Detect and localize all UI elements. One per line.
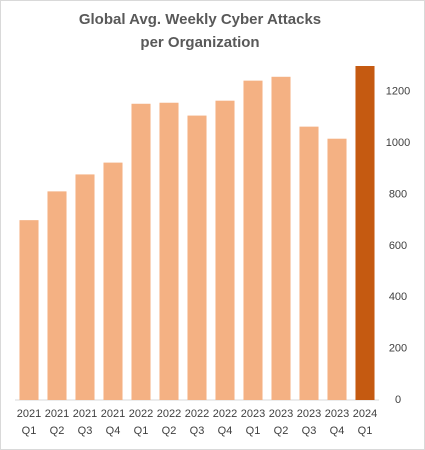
x-tick-label: Q4 bbox=[218, 425, 233, 437]
bar bbox=[159, 102, 179, 401]
x-tick-label: Q3 bbox=[190, 425, 205, 437]
x-tick-label: 2023 bbox=[241, 408, 265, 420]
x-tick-label: 2021 bbox=[45, 408, 69, 420]
bar bbox=[271, 76, 291, 400]
chart-title: Global Avg. Weekly Cyber Attacks bbox=[79, 11, 321, 28]
x-tick-label: 2021 bbox=[101, 408, 125, 420]
x-tick-label: Q1 bbox=[358, 425, 373, 437]
x-tick-label: Q1 bbox=[22, 425, 37, 437]
y-tick-label: 800 bbox=[389, 188, 407, 200]
bar bbox=[215, 100, 235, 400]
x-tick-label: 2022 bbox=[185, 408, 209, 420]
bar bbox=[19, 220, 39, 400]
bar bbox=[47, 191, 67, 400]
bar bbox=[355, 66, 375, 400]
bar bbox=[187, 115, 207, 400]
bar bbox=[299, 126, 319, 400]
x-tick-label: 2023 bbox=[325, 408, 349, 420]
y-tick-label: 400 bbox=[389, 291, 407, 303]
x-tick-label: 2023 bbox=[297, 408, 321, 420]
y-tick-label: 1200 bbox=[386, 86, 410, 98]
x-tick-label: 2022 bbox=[213, 408, 237, 420]
x-tick-label: 2021 bbox=[17, 408, 41, 420]
x-tick-label: 2021 bbox=[73, 408, 97, 420]
x-tick-label: Q1 bbox=[134, 425, 149, 437]
y-tick-label: 600 bbox=[389, 240, 407, 252]
x-tick-label: Q3 bbox=[302, 425, 317, 437]
bar bbox=[103, 162, 123, 400]
x-tick-label: Q2 bbox=[162, 425, 177, 437]
x-tick-label: 2022 bbox=[157, 408, 181, 420]
x-tick-label: Q4 bbox=[330, 425, 345, 437]
bar bbox=[131, 103, 151, 400]
x-tick-label: Q2 bbox=[50, 425, 65, 437]
chart-title: per Organization bbox=[140, 34, 259, 51]
y-tick-label: 0 bbox=[395, 394, 401, 406]
x-tick-label: 2022 bbox=[129, 408, 153, 420]
bar bbox=[75, 174, 95, 400]
bar bbox=[327, 138, 347, 400]
x-tick-label: 2024 bbox=[353, 408, 377, 420]
x-tick-label: Q1 bbox=[246, 425, 261, 437]
x-tick-label: 2023 bbox=[269, 408, 293, 420]
x-tick-label: Q2 bbox=[274, 425, 289, 437]
x-tick-label: Q4 bbox=[106, 425, 121, 437]
y-tick-label: 200 bbox=[389, 343, 407, 355]
y-tick-label: 1000 bbox=[386, 137, 410, 149]
x-tick-label: Q3 bbox=[78, 425, 93, 437]
bar bbox=[243, 80, 263, 400]
